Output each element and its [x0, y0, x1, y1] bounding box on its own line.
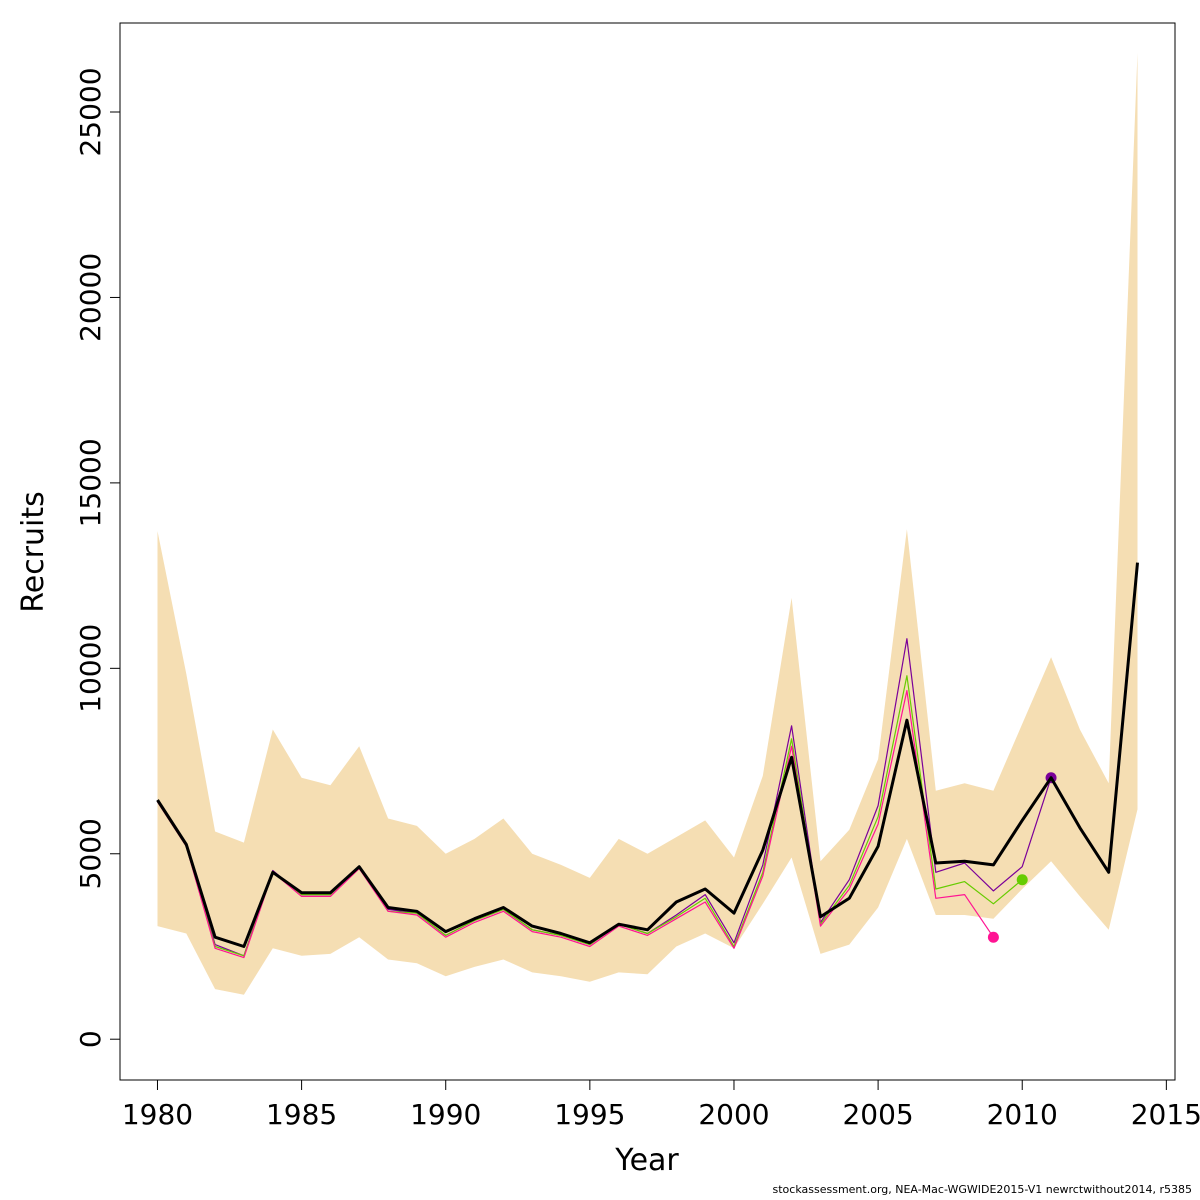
x-tick-label: 1995: [554, 1098, 625, 1131]
footer-note: stockassessment.org, NEA-Mac-WGWIDE2015-…: [772, 1183, 1192, 1196]
series-line-0: [156, 562, 1139, 948]
series-line-3: [156, 689, 994, 959]
series-endpoint-3: [987, 931, 999, 943]
x-tick-label: 2015: [1131, 1098, 1200, 1131]
y-axis-title: Recruits: [16, 491, 51, 613]
confidence-band: [157, 52, 1138, 995]
x-tick-label: 2010: [987, 1098, 1058, 1131]
y-tick-label: 15000: [74, 438, 107, 527]
y-tick-label: 20000: [74, 253, 107, 342]
x-tick-label: 2000: [698, 1098, 769, 1131]
series-endpoint-2: [1016, 874, 1028, 886]
y-tick-label: 5000: [74, 818, 107, 889]
x-tick-label: 1990: [410, 1098, 481, 1131]
plot-area: [156, 52, 1139, 995]
y-axis: 0 5000 10000 15000 20000 25000: [74, 67, 121, 1048]
y-tick-label: 25000: [74, 67, 107, 156]
x-axis: 1980 1985 1990 1995 2000 2005 2010 2015: [122, 1079, 1200, 1131]
x-tick-label: 1980: [122, 1098, 193, 1131]
series-line-2: [156, 675, 1023, 957]
y-tick-label: 10000: [74, 624, 107, 713]
x-tick-label: 2005: [842, 1098, 913, 1131]
y-tick-label: 0: [74, 1030, 107, 1048]
x-tick-label: 1985: [266, 1098, 337, 1131]
x-axis-title: Year: [614, 1143, 679, 1178]
